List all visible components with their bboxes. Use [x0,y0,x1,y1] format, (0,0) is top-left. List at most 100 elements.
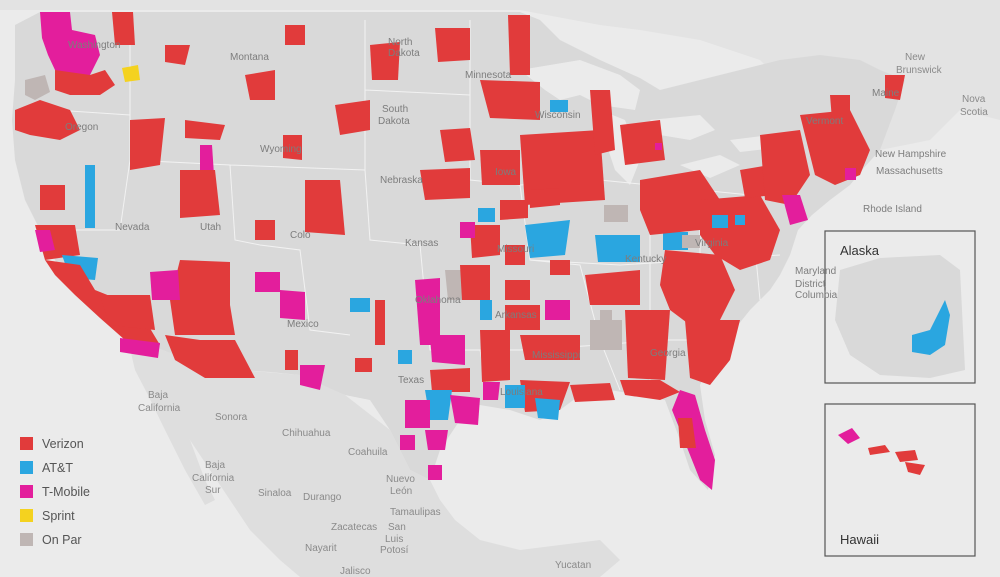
coverage-region-tmobile[interactable] [120,338,160,358]
coverage-region-tmobile[interactable] [300,365,325,390]
coverage-region-verizon[interactable] [355,358,372,372]
coverage-region-verizon[interactable] [620,120,665,165]
coverage-region-tmobile[interactable] [35,230,55,252]
coverage-region-verizon[interactable] [505,245,525,265]
coverage-region-tmobile[interactable] [405,400,430,428]
coverage-region-att[interactable] [712,215,728,228]
coverage-region-verizon[interactable] [620,380,680,400]
coverage-region-tmobile[interactable] [200,145,214,175]
coverage-region-verizon[interactable] [430,368,470,392]
coverage-region-tmobile[interactable] [150,270,180,300]
coverage-region-tmobile[interactable] [430,335,465,365]
coverage-region-tmobile[interactable] [415,278,440,345]
coverage-region-verizon[interactable] [885,75,905,100]
coverage-region-att[interactable] [595,235,640,262]
coverage-region-verizon[interactable] [460,265,490,300]
coverage-region-verizon[interactable] [550,260,570,275]
coverage-region-verizon[interactable] [508,15,530,75]
coverage-region-verizon[interactable] [440,128,475,162]
coverage-region-verizon[interactable] [505,280,530,300]
coverage-region-att[interactable] [505,385,525,408]
hawaii-kauai[interactable] [838,428,860,444]
coverage-region-verizon[interactable] [530,188,560,208]
coverage-region-verizon[interactable] [112,12,135,45]
alaska-att-region[interactable] [912,300,950,355]
coverage-region-verizon[interactable] [55,70,115,95]
coverage-region-verizon[interactable] [435,28,470,62]
coverage-region-tmobile[interactable] [400,435,415,450]
coverage-region-att[interactable] [425,390,452,420]
coverage-region-verizon[interactable] [165,335,255,378]
coverage-region-verizon[interactable] [590,90,615,155]
coverage-region-verizon[interactable] [660,250,735,325]
coverage-region-verizon[interactable] [505,305,540,330]
coverage-region-verizon[interactable] [285,350,298,370]
coverage-region-verizon[interactable] [678,418,696,448]
coverage-region-tmobile[interactable] [428,465,442,480]
coverage-region-verizon[interactable] [40,185,65,210]
coverage-region-sprint[interactable] [122,65,140,82]
coverage-region-tmobile[interactable] [255,272,280,292]
coverage-region-att[interactable] [550,100,568,112]
coverage-region-att[interactable] [350,298,370,312]
coverage-region-verizon[interactable] [500,200,528,220]
coverage-region-verizon[interactable] [305,180,345,235]
coverage-region-tmobile[interactable] [545,300,570,320]
coverage-region-verizon[interactable] [800,110,870,185]
coverage-region-verizon[interactable] [760,130,810,205]
coverage-region-verizon[interactable] [285,25,305,45]
coverage-region-att[interactable] [535,398,560,420]
coverage-region-tmobile[interactable] [460,222,475,238]
coverage-region-verizon[interactable] [830,95,850,120]
coverage-region-verizon[interactable] [370,42,400,80]
coverage-region-verizon[interactable] [335,100,370,135]
coverage-region-verizon[interactable] [625,310,670,380]
coverage-region-verizon[interactable] [170,260,235,335]
coverage-region-verizon[interactable] [520,130,605,205]
coverage-region-verizon[interactable] [480,330,510,382]
coverage-region-att[interactable] [398,350,412,364]
coverage-region-verizon[interactable] [585,270,640,305]
coverage-region-verizon[interactable] [130,118,165,170]
coverage-region-onpar[interactable] [682,235,700,248]
coverage-region-verizon[interactable] [165,45,190,65]
coverage-region-tmobile[interactable] [40,12,100,80]
coverage-region-att[interactable] [525,220,570,258]
coverage-region-verizon[interactable] [700,195,780,270]
coverage-region-verizon[interactable] [15,100,80,140]
coverage-region-tmobile[interactable] [280,290,305,320]
coverage-region-verizon[interactable] [420,168,470,200]
coverage-region-verizon[interactable] [100,295,155,330]
coverage-region-verizon[interactable] [480,150,520,185]
coverage-region-verizon[interactable] [283,135,302,160]
coverage-region-verizon[interactable] [245,70,275,100]
coverage-region-att[interactable] [735,215,745,225]
coverage-region-onpar[interactable] [604,205,628,222]
coverage-region-verizon[interactable] [470,225,500,258]
coverage-region-tmobile[interactable] [425,430,448,450]
coverage-region-onpar[interactable] [600,310,612,320]
coverage-region-att[interactable] [478,208,495,222]
coverage-region-tmobile[interactable] [845,168,856,180]
coverage-region-verizon[interactable] [255,220,275,240]
hawaii-maui[interactable] [895,450,918,462]
hawaii-big-island[interactable] [905,462,925,475]
coverage-region-verizon[interactable] [685,320,740,385]
coverage-region-verizon[interactable] [520,335,580,360]
coverage-region-tmobile[interactable] [483,382,500,400]
hawaii-oahu[interactable] [868,445,890,455]
coverage-region-att[interactable] [85,165,95,228]
coverage-region-verizon[interactable] [480,80,540,120]
coverage-region-tmobile[interactable] [782,195,808,225]
coverage-region-verizon[interactable] [570,383,615,402]
coverage-region-att[interactable] [480,300,492,320]
coverage-region-tmobile[interactable] [450,395,480,425]
coverage-region-att[interactable] [663,232,688,250]
coverage-region-verizon[interactable] [375,300,385,345]
coverage-region-onpar[interactable] [25,75,50,100]
coverage-region-verizon[interactable] [185,120,225,140]
coverage-region-verizon[interactable] [180,170,220,218]
coverage-region-tmobile[interactable] [655,143,662,150]
coverage-region-onpar[interactable] [590,320,622,350]
